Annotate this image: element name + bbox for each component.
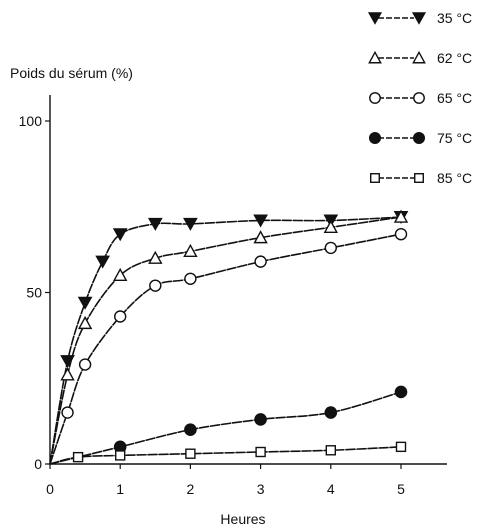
legend-marker-start [369, 92, 381, 104]
series-2 [49, 227, 408, 465]
data-point [113, 267, 128, 282]
y-axis-label: Poids du sérum (%) [10, 65, 133, 81]
data-point [78, 358, 92, 371]
data-point [254, 413, 267, 426]
legend-marker-end [414, 173, 424, 183]
data-point [184, 423, 197, 437]
data-point [183, 217, 198, 231]
x-axis-label: Heures [220, 511, 265, 527]
data-point [323, 219, 338, 234]
legend-item: 35 °C [367, 10, 472, 26]
data-point [325, 445, 336, 456]
axes [45, 95, 447, 469]
data-point [394, 227, 408, 241]
data-point [254, 255, 267, 268]
x-tick-label: 5 [397, 481, 405, 497]
legend-marker-end [412, 131, 426, 145]
legend-marker-end [411, 12, 427, 25]
legend-label: 85 °C [437, 170, 472, 186]
legend-item: 85 °C [370, 170, 472, 186]
legend-item: 75 °C [368, 130, 472, 146]
data-point [183, 243, 198, 258]
legend-item: 65 °C [369, 90, 472, 106]
legend-label: 35 °C [437, 10, 472, 26]
data-point [61, 406, 74, 419]
legend-marker-start [367, 12, 383, 25]
legend-marker-start [370, 173, 380, 183]
series-3 [49, 385, 408, 465]
x-tick-label: 4 [327, 481, 335, 497]
data-point [148, 250, 163, 264]
series-line [49, 391, 402, 465]
data-point [255, 446, 266, 458]
series-line [49, 446, 402, 465]
series-line [49, 233, 402, 465]
data-point [77, 315, 93, 330]
legend-label: 65 °C [437, 90, 472, 106]
y-tick-label: 0 [34, 456, 42, 472]
data-point [114, 450, 126, 461]
series-1 [49, 209, 409, 465]
data-point [184, 272, 197, 285]
data-point [149, 279, 162, 292]
legend-marker-end [412, 50, 426, 64]
data-point [72, 451, 84, 463]
data-point [393, 209, 409, 223]
x-tick-label: 1 [116, 481, 124, 497]
legend-marker-start [368, 131, 382, 145]
x-tick-label: 2 [187, 481, 195, 497]
data-point [60, 355, 75, 369]
legend-marker-end [413, 92, 425, 104]
x-tick-label: 0 [46, 481, 54, 497]
legend-label: 62 °C [437, 50, 472, 66]
data-point [147, 217, 163, 231]
data-point [394, 385, 408, 399]
series-line [49, 216, 402, 465]
legend: 35 °C 62 °C 65 °C 75 °C 85 °C [367, 10, 472, 186]
x-tick-label: 3 [257, 481, 265, 497]
data-point [113, 310, 127, 323]
data-point [395, 441, 407, 453]
series-group [49, 209, 409, 465]
y-tick-label: 100 [19, 113, 43, 129]
series-4 [49, 441, 407, 465]
legend-label: 75 °C [437, 130, 472, 146]
data-point [185, 448, 196, 459]
data-point [324, 406, 338, 419]
data-point [112, 228, 128, 242]
data-point [95, 255, 111, 269]
legend-marker-start [368, 50, 382, 64]
data-point [324, 241, 337, 255]
data-point [77, 296, 93, 310]
data-point [253, 230, 268, 244]
series-line [49, 216, 402, 465]
y-tick-label: 50 [26, 285, 42, 301]
legend-item: 62 °C [368, 50, 472, 66]
data-point [253, 214, 268, 228]
data-point [60, 367, 75, 381]
